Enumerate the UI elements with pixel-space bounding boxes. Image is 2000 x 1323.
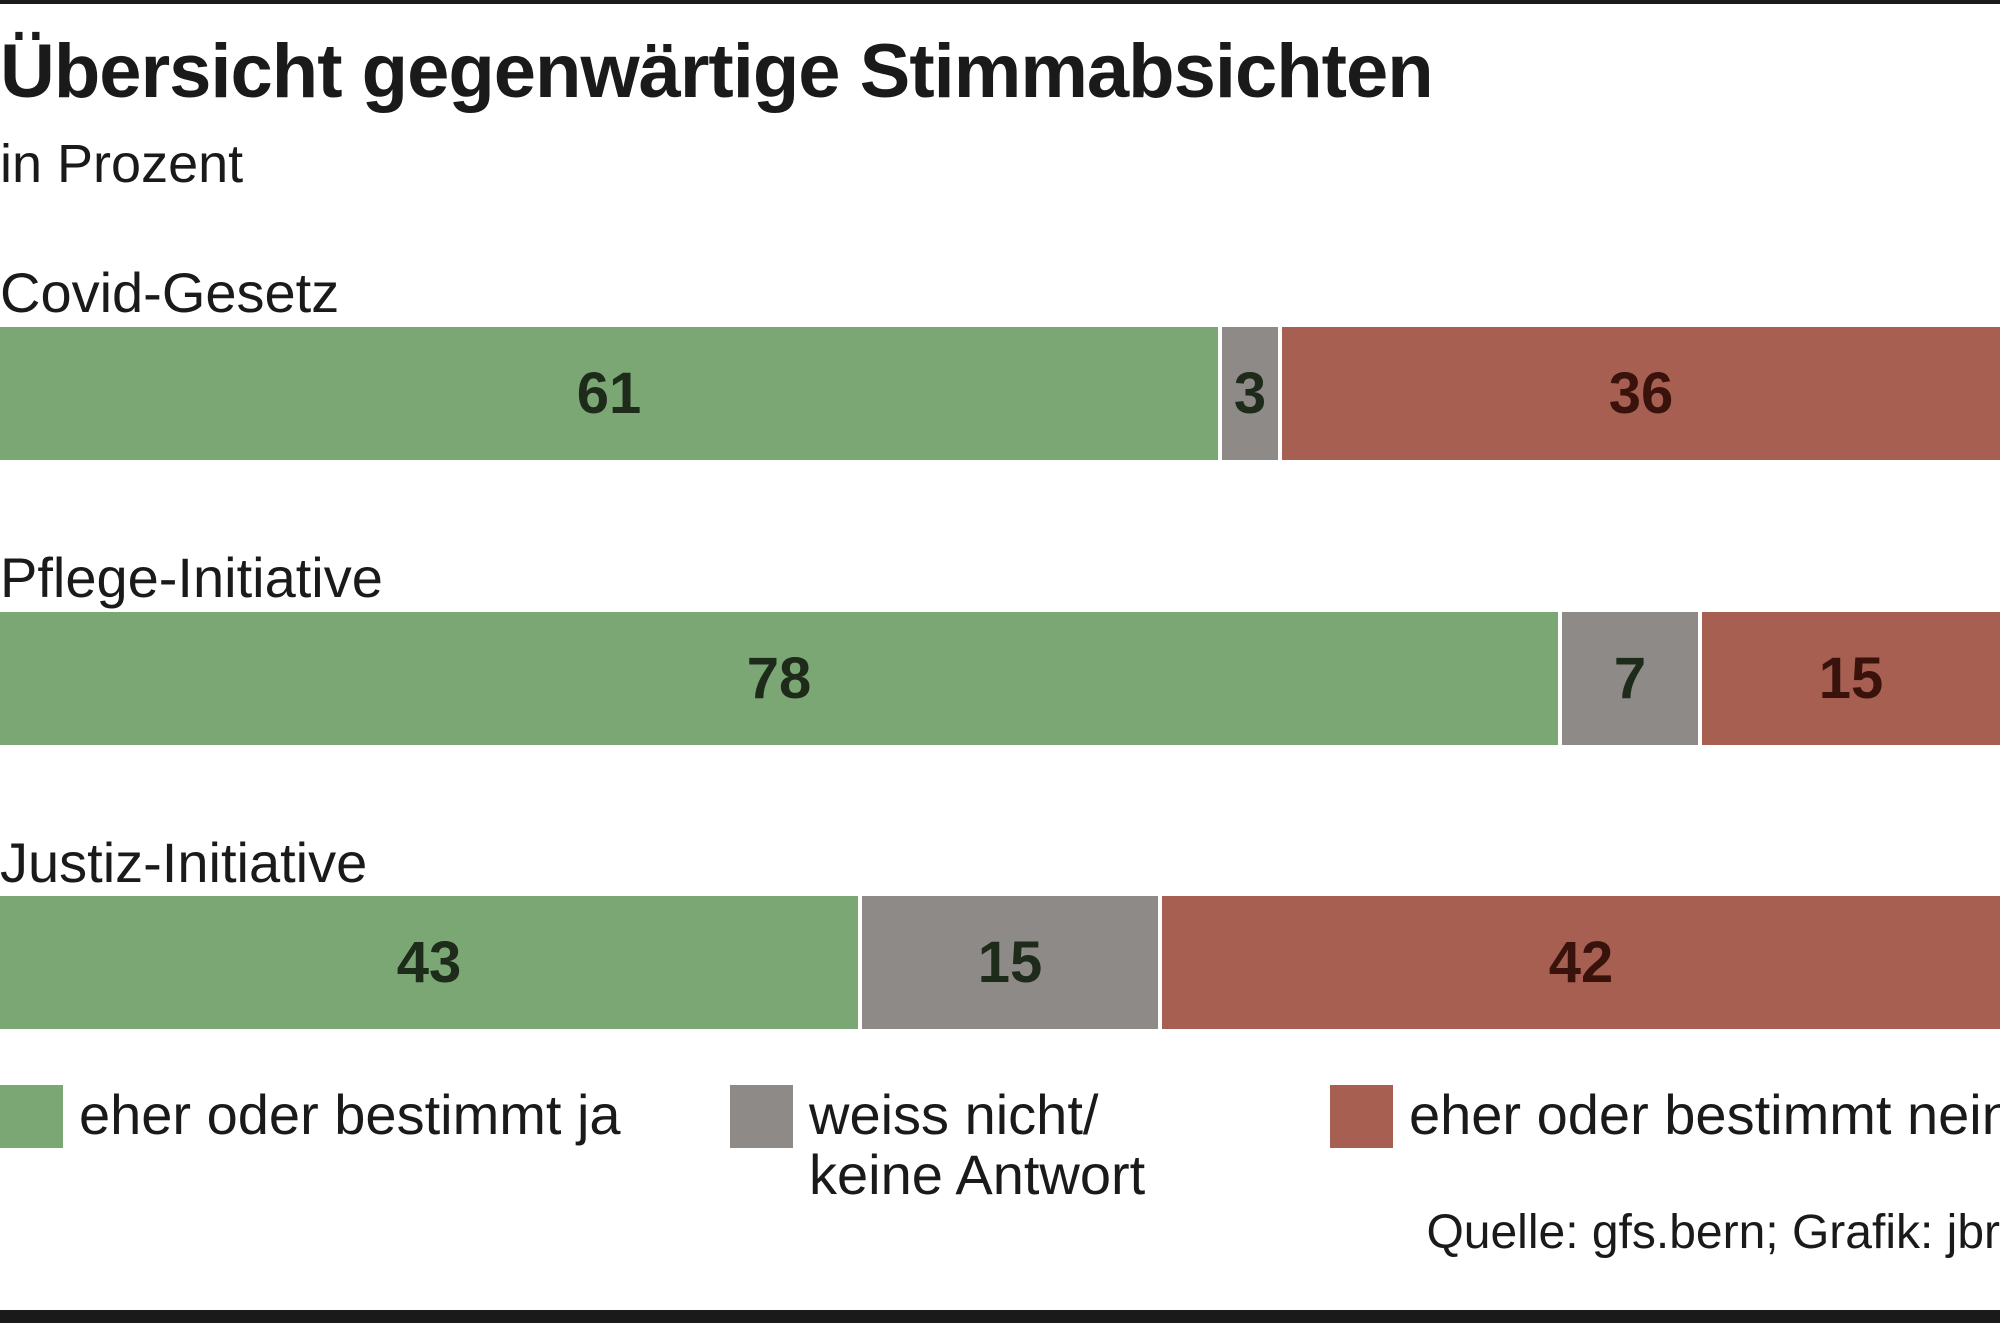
data-label: 42 bbox=[1548, 930, 1614, 995]
legend-swatch bbox=[1330, 1085, 1393, 1148]
legend-label: eher oder bestimmt ja bbox=[79, 1085, 621, 1145]
bar-segment-ja: 43 bbox=[0, 896, 858, 1029]
legend-item-unsure: weiss nicht/keine Antwort bbox=[730, 1085, 1145, 1205]
bar-segment-nein: 42 bbox=[1162, 896, 2000, 1029]
legend-label: weiss nicht/keine Antwort bbox=[809, 1085, 1145, 1205]
bar-segment-nein: 36 bbox=[1282, 327, 2000, 460]
data-label: 15 bbox=[977, 930, 1043, 995]
bar-row: 61 3 36 bbox=[0, 327, 2000, 460]
bar-segment-unsure: 3 bbox=[1222, 327, 1278, 460]
bar-segment-ja: 78 bbox=[0, 612, 1558, 745]
legend-label-line: keine Antwort bbox=[809, 1143, 1146, 1206]
data-label: 15 bbox=[1818, 646, 1884, 711]
legend-swatch bbox=[0, 1085, 63, 1148]
top-rule bbox=[0, 0, 2000, 4]
legend-label-line: weiss nicht/ bbox=[809, 1083, 1099, 1146]
data-label: 43 bbox=[396, 930, 462, 995]
bar-segment-ja: 61 bbox=[0, 327, 1218, 460]
legend-label-line: eher oder bestimmt nein bbox=[1409, 1083, 2000, 1146]
row-label: Covid-Gesetz bbox=[0, 261, 340, 324]
bottom-rule bbox=[0, 1310, 2000, 1323]
source-note: Quelle: gfs.bern; Grafik: jbr bbox=[1426, 1206, 2000, 1259]
bar-row: 78 7 15 bbox=[0, 612, 2000, 745]
bar-segment-nein: 15 bbox=[1702, 612, 2000, 745]
chart-subtitle: in Prozent bbox=[0, 134, 244, 194]
row-label: Pflege-Initiative bbox=[0, 546, 383, 609]
row-label: Justiz-Initiative bbox=[0, 831, 368, 894]
data-label: 36 bbox=[1608, 361, 1674, 426]
data-label: 61 bbox=[576, 361, 642, 426]
legend-label-line: eher oder bestimmt ja bbox=[79, 1083, 621, 1146]
data-label: 7 bbox=[1613, 646, 1647, 711]
bar-row: 43 15 42 bbox=[0, 896, 2000, 1029]
data-label: 3 bbox=[1233, 361, 1267, 426]
bar-segment-unsure: 7 bbox=[1562, 612, 1698, 745]
chart-title: Übersicht gegenwärtige Stimmabsichten bbox=[0, 29, 1434, 114]
legend-swatch bbox=[730, 1085, 793, 1148]
legend-item-ja: eher oder bestimmt ja bbox=[0, 1085, 621, 1148]
legend-item-nein: eher oder bestimmt nein bbox=[1330, 1085, 2000, 1148]
data-label: 78 bbox=[746, 646, 812, 711]
legend-label: eher oder bestimmt nein bbox=[1409, 1085, 2000, 1145]
bar-segment-unsure: 15 bbox=[862, 896, 1158, 1029]
